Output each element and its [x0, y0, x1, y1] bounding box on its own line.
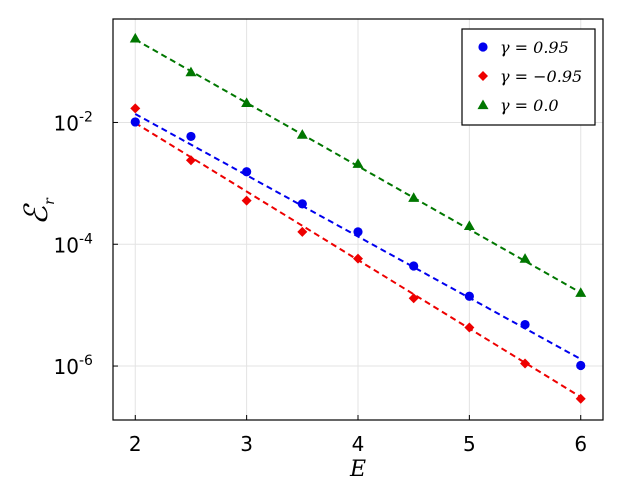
- series-3-points: [129, 32, 587, 297]
- legend-item: γ = 0.0: [477, 96, 559, 115]
- x-tick-label: 4: [352, 432, 365, 456]
- data-point: [129, 32, 141, 43]
- x-tick-label: 2: [129, 432, 142, 456]
- legend-marker: [478, 42, 488, 52]
- y-tick-base: 10: [54, 233, 79, 257]
- data-point: [519, 253, 531, 263]
- data-point: [464, 291, 474, 301]
- y-tick-label: 10 -2: [54, 109, 93, 135]
- y-axis-label-main: ℰ: [17, 202, 55, 225]
- x-axis-label: E: [349, 457, 366, 482]
- legend-label: γ = 0.95: [500, 38, 569, 57]
- fit-line-series-3: [134, 38, 582, 294]
- series-1-points: [130, 117, 586, 371]
- data-point: [241, 195, 252, 206]
- data-point: [130, 117, 140, 127]
- legend: γ = 0.95 γ = −0.95 γ = 0.0: [461, 28, 596, 126]
- data-point: [185, 66, 197, 77]
- data-point: [463, 220, 475, 231]
- legend-label: γ = 0.0: [500, 96, 559, 115]
- data-point: [520, 358, 531, 369]
- data-point: [464, 322, 475, 333]
- y-tick-exponent: -2: [79, 109, 93, 125]
- data-point: [409, 261, 419, 271]
- data-point: [186, 131, 196, 142]
- y-axis-label: ℰ r: [17, 197, 58, 225]
- data-point: [575, 393, 586, 404]
- y-tick-base: 10: [54, 355, 79, 379]
- y-tick-label: 10 -6: [54, 353, 94, 379]
- legend-item: γ = −0.95: [478, 67, 582, 86]
- legend-marker: [477, 99, 489, 110]
- data-point: [297, 199, 307, 209]
- legend-marker: [478, 71, 488, 81]
- x-tick-label: 5: [463, 432, 476, 456]
- data-point: [408, 293, 419, 304]
- data-point: [242, 167, 252, 177]
- fit-line-series-1: [134, 113, 582, 360]
- data-point: [185, 155, 196, 166]
- data-point: [297, 226, 308, 237]
- data-point: [353, 253, 363, 264]
- data-point: [576, 360, 586, 371]
- data-point: [296, 129, 308, 139]
- data-markers: [129, 32, 587, 404]
- x-tick-label: 6: [574, 432, 587, 456]
- data-point: [575, 287, 587, 297]
- y-tick-exponent: -4: [79, 231, 93, 247]
- x-tick-label: 3: [240, 432, 253, 456]
- axis-ticks: 2 3 4 5 610-210-410-6: [54, 109, 588, 456]
- legend-label: γ = −0.95: [500, 67, 582, 86]
- data-point: [130, 103, 141, 114]
- data-point: [353, 227, 363, 237]
- y-tick-label: 10 -4: [54, 231, 94, 257]
- data-point: [352, 158, 364, 168]
- series-2-points: [130, 103, 586, 404]
- y-tick-base: 10: [54, 111, 79, 135]
- data-point: [408, 192, 420, 202]
- y-tick-exponent: -6: [79, 353, 93, 369]
- legend-item: γ = 0.95: [478, 38, 569, 57]
- y-axis-label-subscript: r: [42, 197, 58, 205]
- data-point: [520, 319, 530, 330]
- data-point: [241, 97, 253, 107]
